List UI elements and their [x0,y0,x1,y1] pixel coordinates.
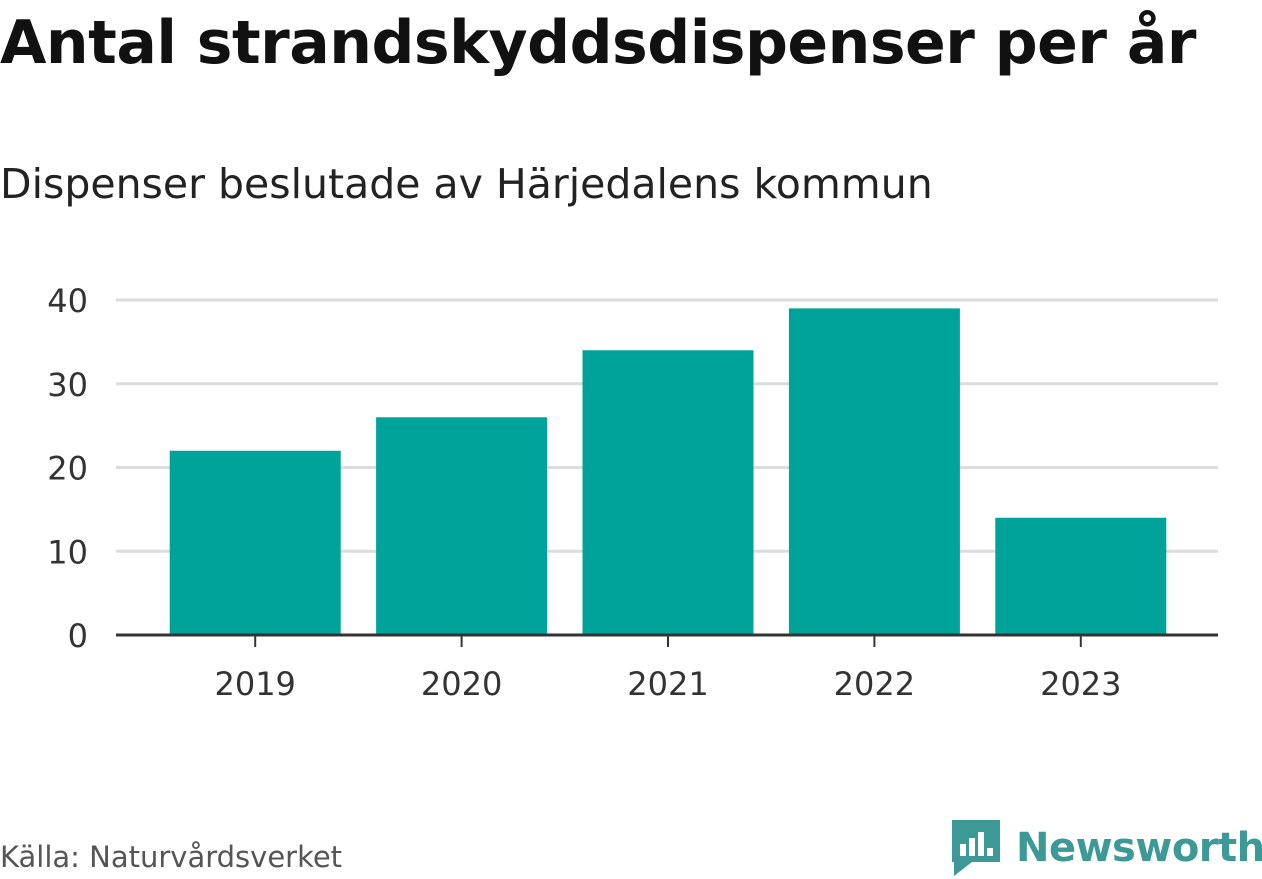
bar-2022 [788,308,960,635]
chart-subtitle: Dispenser beslutade av Härjedalens kommu… [0,160,933,208]
y-tick-label: 40 [47,282,88,320]
chart-title: Antal strandskyddsdispenser per år [0,8,1196,78]
x-tick-label: 2022 [834,665,915,703]
bar-2019 [169,450,341,635]
newsworthy-logo: Newsworthy [950,818,1262,878]
newsworthy-logo-icon [952,820,1000,876]
y-tick-label: 20 [47,450,88,488]
y-tick-label: 30 [47,366,88,404]
brand-name: Newsworthy [1016,825,1262,871]
x-tick-label: 2019 [214,665,295,703]
bar-2021 [582,350,754,635]
source-note: Källa: Naturvårdsverket [0,840,343,874]
y-tick-label: 0 [68,617,88,655]
bar-2023 [995,517,1167,635]
x-tick-label: 2023 [1040,665,1121,703]
bar-2020 [376,417,548,635]
y-tick-label: 10 [47,533,88,571]
x-tick-label: 2020 [421,665,502,703]
x-tick-label: 2021 [627,665,708,703]
